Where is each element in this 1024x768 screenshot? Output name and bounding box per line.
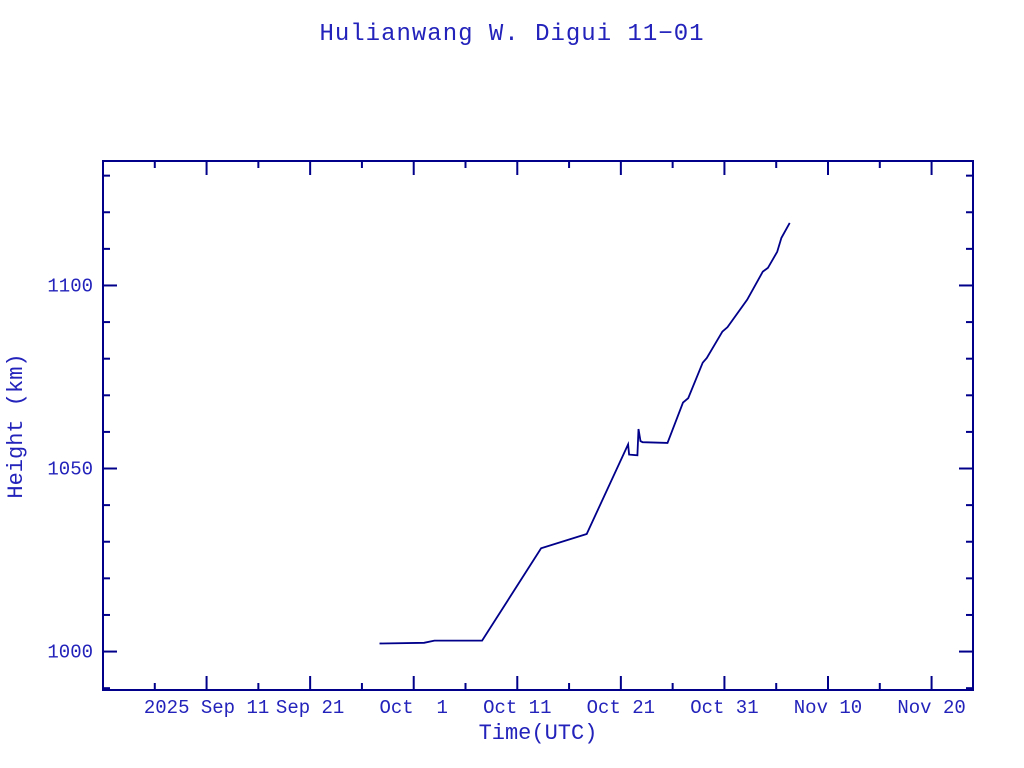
axis-ticks — [103, 161, 973, 690]
plot-frame — [102, 160, 974, 691]
x-tick-label: 2025 Sep 11 — [144, 697, 269, 719]
y-tick-label: 1100 — [47, 275, 93, 297]
y-tick-label: 1050 — [47, 459, 93, 481]
y-axis-title: Height (km) — [4, 353, 29, 498]
x-tick-label: Sep 21 — [276, 697, 344, 719]
x-axis-title: Time(UTC) — [479, 721, 598, 746]
x-tick-label: Oct 11 — [483, 697, 551, 719]
x-tick-label: Oct 21 — [587, 697, 655, 719]
x-tick-label: Nov 20 — [897, 697, 965, 719]
chart-title: Hulianwang W. Digui 11−01 — [319, 21, 704, 48]
y-tick-label: 1000 — [47, 642, 93, 664]
height-series-line — [379, 222, 791, 645]
x-tick-label: Oct 31 — [690, 697, 758, 719]
x-tick-label: Oct 1 — [380, 697, 448, 719]
axis-tick-labels: 2025 Sep 11 Sep 21 Oct 1 Oct 11 Oct 21 Oct 31… — [47, 275, 965, 719]
x-tick-label: Nov 10 — [794, 697, 862, 719]
